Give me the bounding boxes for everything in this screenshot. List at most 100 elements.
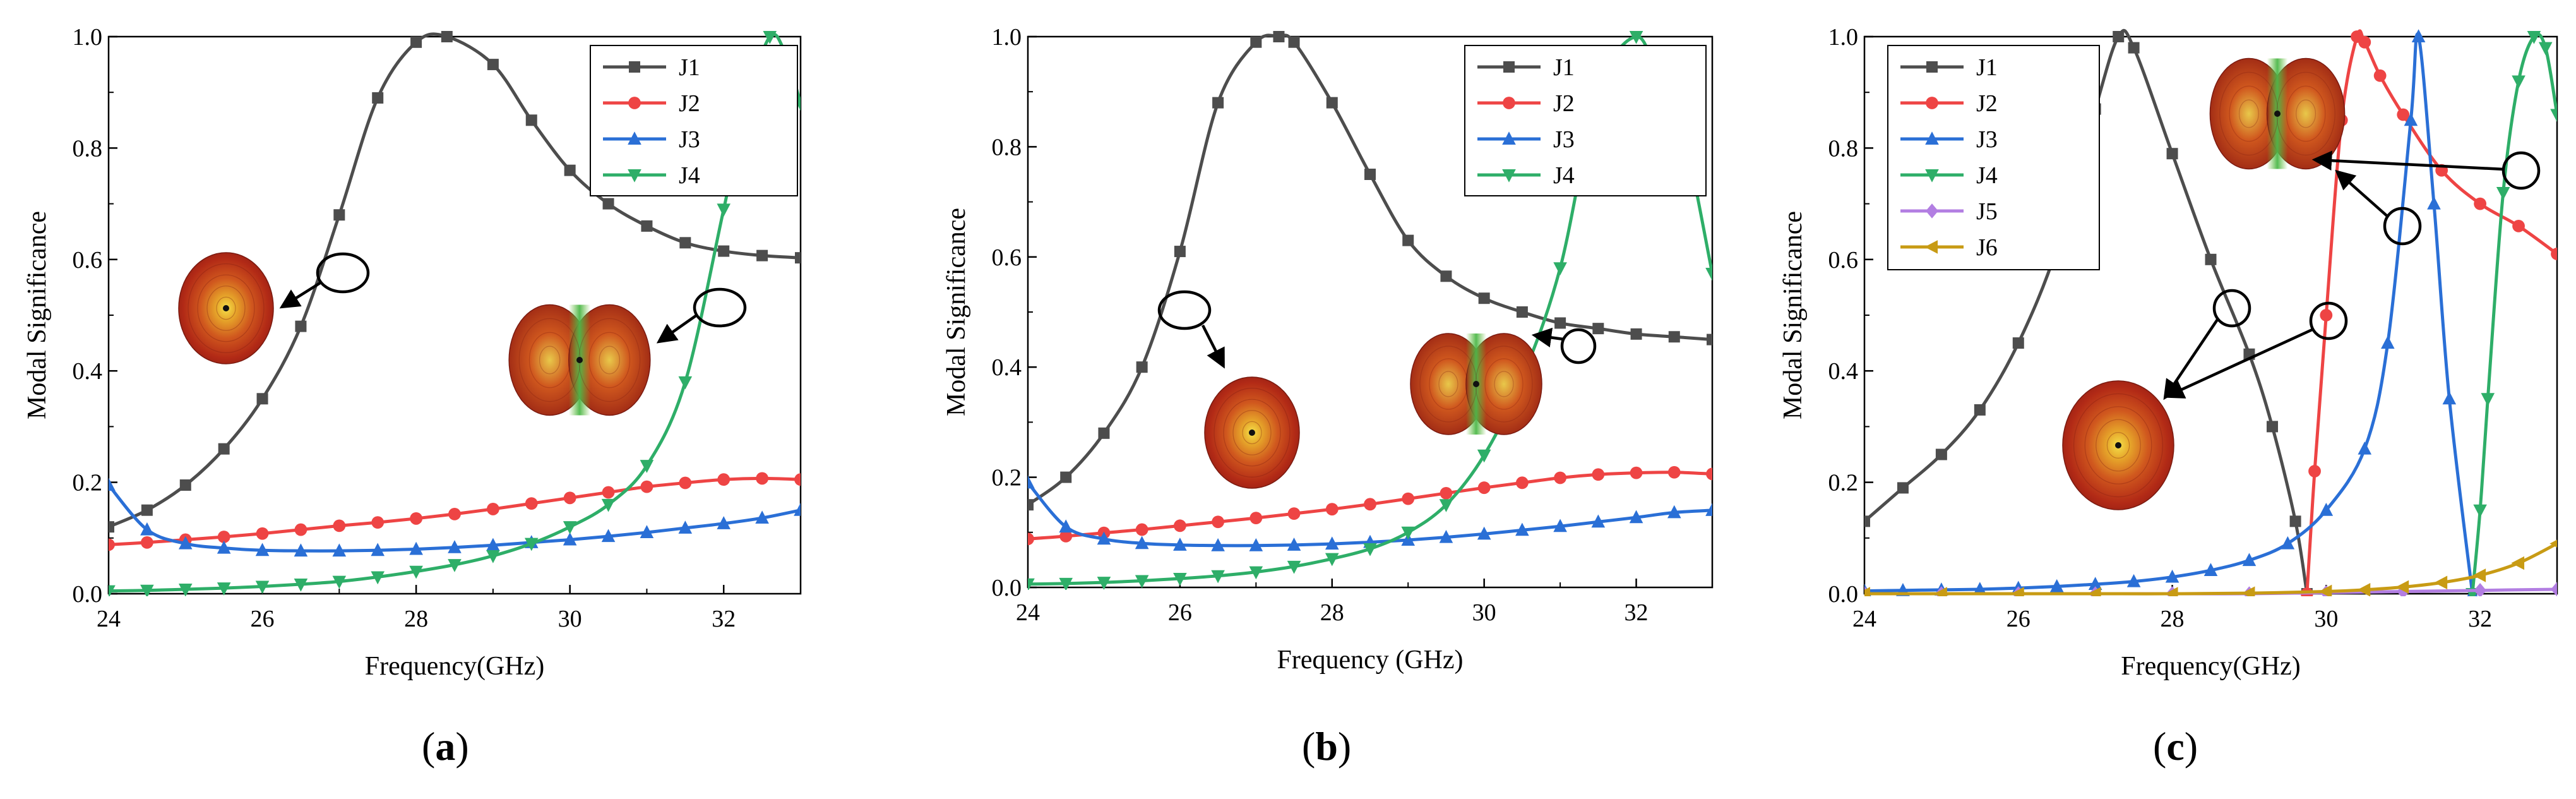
- data-point-j2: [1706, 467, 1712, 481]
- data-point-j2: [1212, 515, 1225, 529]
- pointer-arrow-j1: [279, 282, 321, 309]
- data-point-j2: [333, 519, 346, 532]
- data-point-j2: [1440, 486, 1453, 500]
- radiation-pattern-j4: [508, 304, 651, 416]
- legend-label: J6: [1976, 234, 1998, 261]
- legend-box: [1887, 45, 2100, 270]
- y-axis-label: Modal Significance: [1779, 211, 1808, 419]
- legend-label: J1: [1553, 54, 1575, 81]
- data-point-j1: [1212, 97, 1224, 109]
- radiation-pattern-j4: [1410, 333, 1542, 435]
- chart-panel-a: 24 26 28 30 32 0.0 0.2 0.4 0.6 0.8 1.0 Frequency(GH…: [23, 24, 802, 681]
- legend-box: [590, 45, 798, 196]
- data-point-j6: [2395, 580, 2409, 594]
- data-point-j1: [1897, 482, 1909, 494]
- legend-label: J3: [679, 126, 700, 153]
- data-point-j3: [1591, 514, 1606, 528]
- pattern-mesh: [1242, 421, 1262, 445]
- data-point-j2: [1364, 498, 1376, 511]
- pointer-arrow-j2-upper: [2311, 150, 2505, 171]
- x-tick-label: 32: [2468, 606, 2492, 632]
- series-j4: [1028, 31, 1712, 590]
- data-point-j1: [410, 36, 422, 48]
- data-point-j1: [1028, 499, 1034, 511]
- data-point-j1: [1935, 448, 1947, 460]
- data-point-j1: [564, 164, 576, 176]
- data-point-j2: [717, 473, 730, 486]
- data-point-j1: [679, 237, 691, 249]
- x-tick-label: 24: [1016, 599, 1040, 626]
- legend-entry-j4: J4: [1900, 162, 1998, 189]
- data-point-j6: [2318, 584, 2332, 596]
- y-axis-ticks: 0.0 0.2 0.4 0.6 0.8 1.0: [1828, 24, 1873, 608]
- y-tick-label: 0.2: [992, 465, 1022, 491]
- data-point-j2: [1515, 476, 1529, 490]
- legend-entry-j1: J1: [1900, 54, 1998, 81]
- data-point-j1: [218, 443, 230, 455]
- data-point-j3: [2319, 503, 2334, 516]
- x-tick-label: 32: [1625, 599, 1649, 626]
- data-point-j1: [1288, 36, 1300, 48]
- data-point-j4: [678, 376, 693, 390]
- data-point-j2: [1028, 532, 1034, 546]
- highlight-ring-j2-upper: [2501, 151, 2541, 190]
- series-j4: [2466, 31, 2557, 596]
- data-point-j3: [2404, 112, 2418, 126]
- data-point-j3: [140, 522, 154, 536]
- highlight-ring-j1: [316, 252, 370, 294]
- highlight-ring-j1: [1157, 290, 1212, 330]
- pattern-mesh: [1232, 410, 1272, 455]
- data-point-j3: [2442, 391, 2457, 405]
- y-axis-label: Modal Significance: [23, 211, 52, 419]
- legend-label: J2: [679, 90, 700, 117]
- legend: J1 J2 J3 J4 J5 J6: [1887, 45, 2100, 270]
- panel-letter-a: a: [435, 724, 456, 769]
- data-point-j4: [794, 97, 801, 111]
- pattern-center: [223, 305, 229, 311]
- data-point-j2: [2474, 197, 2487, 210]
- data-point-j5: [2474, 583, 2487, 596]
- y-tick-label: 0.8: [73, 135, 103, 162]
- data-point-j1: [1516, 306, 1528, 318]
- data-point-j2: [1173, 519, 1186, 532]
- data-point-j1: [1060, 471, 1072, 483]
- pattern-mesh: [1484, 358, 1524, 410]
- highlight-ring-j1: [2212, 289, 2251, 328]
- radiation-pattern-j2: [2209, 57, 2346, 170]
- data-point-j4: [1211, 570, 1225, 584]
- y-axis-ticks: 0.0 0.2 0.4 0.6 0.8 1.0: [992, 24, 1037, 601]
- data-point-j2: [1402, 492, 1415, 505]
- data-point-j4: [2538, 42, 2553, 56]
- legend: J1 J2 J3 J4: [1464, 45, 1707, 196]
- data-point-j1: [2205, 253, 2217, 265]
- data-point-j1: [1273, 31, 1285, 42]
- data-point-j4: [1477, 449, 1491, 463]
- data-point-j4: [1173, 573, 1187, 586]
- panel-label-a: (a): [422, 724, 469, 769]
- pointer-arrow-j4: [1531, 327, 1564, 348]
- data-point-j3: [717, 516, 731, 529]
- data-point-j2: [1667, 466, 1681, 479]
- data-point-j4: [486, 550, 500, 563]
- data-point-j3: [2411, 29, 2426, 42]
- data-point-j2: [2358, 35, 2371, 49]
- data-point-j4: [763, 31, 777, 44]
- data-point-j4: [332, 575, 347, 589]
- data-point-j3: [1287, 538, 1301, 551]
- y-tick-label: 0.6: [992, 244, 1022, 271]
- data-point-j2: [2320, 309, 2333, 321]
- legend: J1 J2 J3 J4: [590, 45, 798, 196]
- highlight-ring-j4: [1560, 328, 1597, 364]
- data-point-j2: [217, 531, 230, 543]
- data-point-j3: [1059, 519, 1073, 533]
- series-group: [1864, 28, 2557, 596]
- data-point-j4: [409, 565, 423, 579]
- data-point-j3: [1705, 503, 1712, 516]
- data-point-j3: [371, 543, 385, 556]
- data-point-j3: [1211, 538, 1225, 551]
- y-tick-label: 0.8: [992, 134, 1022, 160]
- data-point-j1: [2113, 31, 2125, 42]
- data-point-j6: [2472, 568, 2486, 582]
- data-point-j4: [109, 585, 116, 596]
